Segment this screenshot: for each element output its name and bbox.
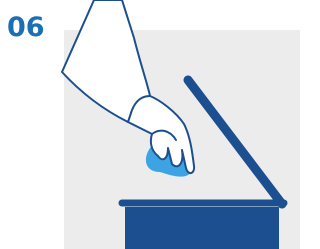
bin-body — [125, 207, 279, 249]
step-number: 06 — [7, 12, 45, 43]
page: 06 — [0, 0, 308, 249]
illustration — [0, 0, 308, 249]
